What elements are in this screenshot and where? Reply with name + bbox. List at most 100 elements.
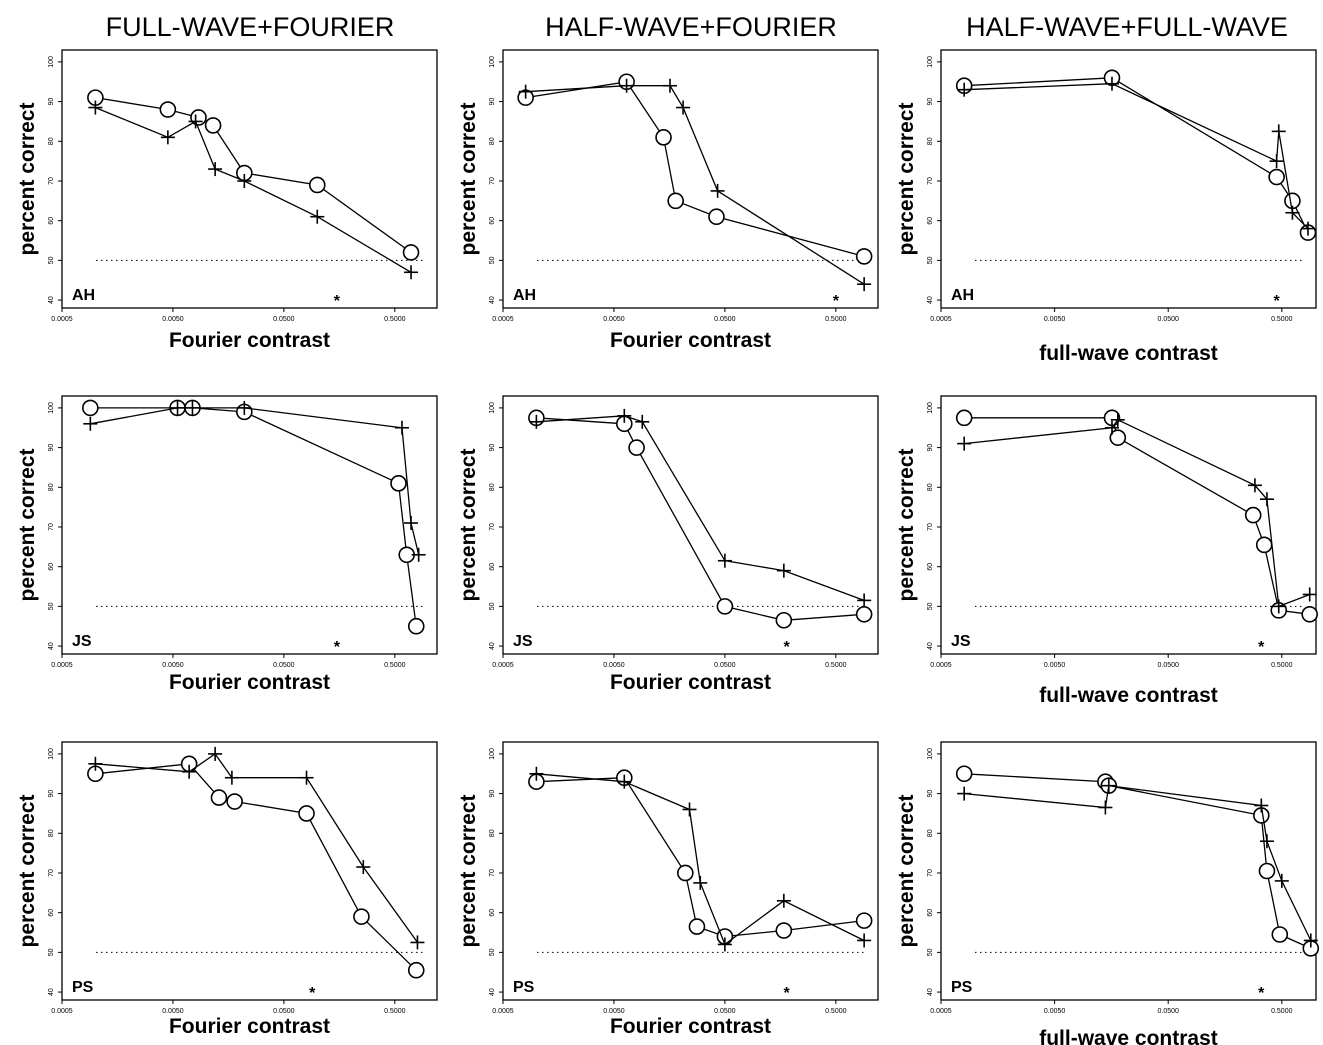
x-tick-label: 0.0500: [714, 1008, 736, 1015]
significance-star: *: [1258, 639, 1265, 656]
x-tick-label: 0.0005: [51, 1008, 73, 1015]
y-tick-label: 90: [48, 444, 55, 452]
plot-frame: [61, 49, 438, 309]
x-axis-label: Fourier contrast: [610, 671, 771, 694]
y-tick-label: 80: [927, 483, 934, 491]
data-point-plus: [710, 183, 725, 198]
series-line-plus: [964, 83, 1309, 230]
data-point-circle: [667, 192, 684, 210]
y-tick-label: 100: [927, 56, 934, 68]
data-point-plus: [662, 78, 677, 93]
series-line-plus: [525, 85, 865, 285]
data-point-plus: [1110, 412, 1125, 427]
y-tick-label: 70: [489, 523, 496, 531]
x-tick-label: 0.5000: [384, 662, 406, 669]
data-point-plus: [1104, 420, 1119, 435]
x-tick-label: 0.0050: [162, 316, 184, 323]
y-tick-label: 40: [927, 988, 934, 996]
y-tick-label: 80: [48, 483, 55, 491]
y-tick-label: 90: [927, 444, 934, 452]
data-point-plus: [1104, 76, 1119, 91]
y-tick-label: 70: [489, 177, 496, 185]
data-point-circle: [298, 805, 315, 822]
y-tick-label: 60: [927, 217, 934, 225]
plot-frame: [502, 741, 879, 1001]
data-point-plus: [208, 162, 223, 177]
data-point-plus: [410, 935, 425, 950]
data-point-circle: [210, 789, 228, 806]
y-axis-label: percent correct: [457, 449, 480, 602]
data-point-plus: [1259, 834, 1274, 849]
x-tick-label: 0.0500: [273, 1008, 295, 1015]
column-title-3: HALF-WAVE+FULL-WAVE: [966, 12, 1288, 42]
x-tick-label: 0.0500: [273, 316, 295, 323]
x-tick-label: 0.5000: [1271, 1008, 1293, 1015]
column-title-2: HALF-WAVE+FOURIER: [545, 12, 837, 42]
data-point-circle: [708, 208, 725, 226]
y-tick-label: 70: [927, 177, 934, 185]
series-line-plus: [95, 106, 412, 273]
data-point-circle: [855, 248, 873, 265]
data-point-plus: [617, 774, 632, 789]
data-point-plus: [693, 875, 708, 890]
significance-star: *: [783, 985, 790, 1002]
y-tick-label: 40: [927, 642, 934, 650]
x-axis-label: full-wave contrast: [1039, 684, 1218, 707]
y-tick-label: 50: [489, 948, 496, 956]
x-tick-label: 0.0500: [1157, 662, 1179, 669]
data-point-circle: [1109, 429, 1127, 446]
data-point-plus: [776, 893, 791, 908]
x-tick-label: 0.0005: [492, 316, 514, 323]
y-tick-label: 100: [489, 56, 496, 68]
y-tick-label: 40: [489, 642, 496, 650]
data-point-circle: [407, 961, 425, 979]
x-tick-label: 0.5000: [825, 1008, 847, 1015]
subject-label: PS: [513, 979, 535, 996]
subject-label: PS: [72, 979, 94, 996]
y-tick-label: 70: [48, 869, 55, 877]
x-axis-label: Fourier contrast: [169, 329, 330, 352]
y-axis-label: percent correct: [457, 103, 480, 256]
data-point-plus: [682, 802, 697, 817]
x-tick-label: 0.0005: [51, 316, 73, 323]
data-point-plus: [957, 82, 972, 97]
data-point-circle: [655, 129, 672, 146]
y-tick-label: 50: [48, 948, 55, 956]
series-line-circle: [536, 777, 865, 938]
subject-label: PS: [951, 979, 973, 996]
y-tick-label: 60: [48, 909, 55, 917]
x-tick-label: 0.5000: [825, 316, 847, 323]
y-tick-label: 100: [48, 748, 55, 760]
y-axis-label: percent correct: [895, 795, 918, 948]
data-point-plus: [1254, 798, 1269, 813]
x-axis-label: Fourier contrast: [169, 1015, 330, 1038]
data-point-plus: [1247, 478, 1262, 493]
x-axis-label: Fourier contrast: [610, 1015, 771, 1038]
panel-js-1: 40 50 60 70 80 90 100 0.0005 0.0050 0.0500 0.5000 p…: [16, 395, 438, 694]
data-point-plus: [776, 563, 791, 578]
x-tick-label: 0.0500: [273, 662, 295, 669]
data-point-circle: [1255, 536, 1273, 554]
x-tick-label: 0.0050: [603, 662, 625, 669]
plot-frame: [940, 395, 1317, 655]
data-point-circle: [1268, 168, 1285, 186]
x-tick-label: 0.0050: [603, 1008, 625, 1015]
x-tick-label: 0.0500: [1157, 1008, 1179, 1015]
panel-ps-3: 40 50 60 70 80 90 100 0.0005 0.0050 0.0500 0.5000 p…: [895, 741, 1320, 1045]
column-title-1: FULL-WAVE+FOURIER: [106, 12, 395, 42]
y-tick-label: 40: [489, 296, 496, 304]
data-point-circle: [353, 908, 370, 925]
data-point-plus: [1285, 205, 1300, 220]
y-tick-label: 60: [489, 909, 496, 917]
significance-star: *: [334, 293, 341, 310]
x-tick-label: 0.0005: [492, 1008, 514, 1015]
data-point-plus: [310, 209, 325, 224]
x-tick-label: 0.0005: [492, 662, 514, 669]
y-axis-label: percent correct: [16, 103, 39, 256]
data-point-plus: [957, 786, 972, 801]
series-line-circle: [90, 407, 417, 627]
series-line-plus: [90, 407, 420, 555]
data-point-circle: [82, 399, 99, 417]
plot-frame: [61, 741, 438, 1001]
data-point-plus: [1101, 778, 1116, 793]
